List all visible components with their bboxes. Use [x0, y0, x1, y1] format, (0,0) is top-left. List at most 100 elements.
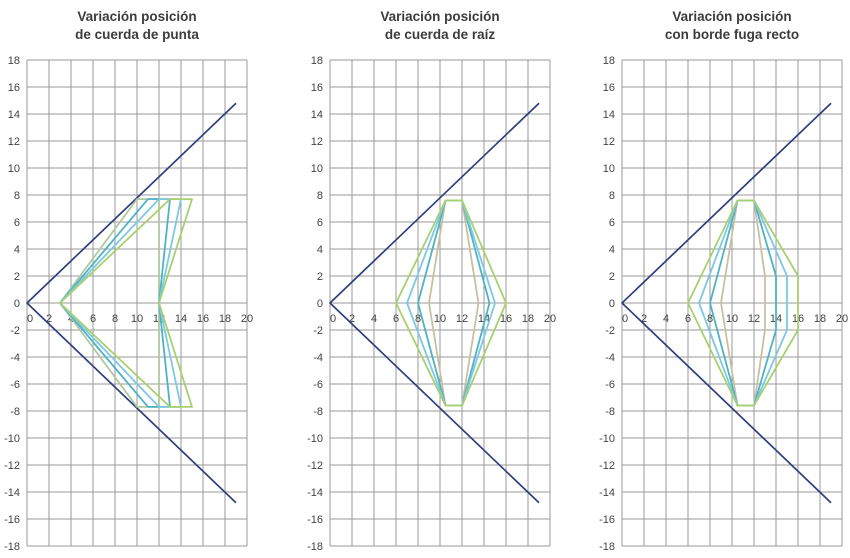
- x-tick-label: 10: [131, 313, 143, 325]
- y-tick-label: -4: [313, 352, 323, 364]
- y-tick-label: 6: [609, 217, 615, 229]
- series-line-3: [698, 199, 788, 407]
- y-tick-label: 6: [14, 217, 20, 229]
- series-line-1: [720, 199, 766, 407]
- x-tick-label: 4: [663, 313, 669, 325]
- y-tick-label: -6: [605, 379, 615, 391]
- x-tick-label: 8: [415, 313, 421, 325]
- series-line-4: [59, 198, 193, 408]
- y-tick-label: 12: [311, 136, 323, 148]
- x-tick-label: 10: [434, 313, 446, 325]
- y-tick-label: -8: [10, 406, 20, 418]
- x-tick-label: 0: [622, 313, 628, 325]
- y-tick-label: 8: [14, 190, 20, 202]
- y-tick-label: -16: [4, 514, 20, 526]
- series-boundary-line: [621, 102, 832, 504]
- y-tick-label: -10: [307, 433, 323, 445]
- x-tick-label: 8: [707, 313, 713, 325]
- y-tick-label: 2: [609, 271, 615, 283]
- x-tick-label: 20: [241, 313, 253, 325]
- chart-title: Variación posición con borde fuga recto: [664, 9, 800, 42]
- y-tick-label: -8: [313, 406, 323, 418]
- x-tick-label: 12: [748, 313, 760, 325]
- chart-title: Variación posición de cuerda de raíz: [380, 9, 500, 42]
- y-tick-label: 10: [8, 163, 20, 175]
- y-tick-label: -4: [605, 352, 615, 364]
- chart-panel-straight-trailing-edge: Variación posición con borde fuga recto …: [567, 0, 850, 558]
- x-tick-label: 2: [641, 313, 647, 325]
- series-line-2: [709, 199, 777, 407]
- y-tick-label: -2: [10, 325, 20, 337]
- y-tick-label: 4: [14, 244, 20, 256]
- y-tick-label: 18: [8, 55, 20, 67]
- y-tick-label: -16: [307, 514, 323, 526]
- y-tick-label: -2: [313, 325, 323, 337]
- x-tick-label: 6: [685, 313, 691, 325]
- y-tick-label: -14: [4, 487, 20, 499]
- chart-panel-root-chord: Variación posición de cuerda de raíz 18 1…: [283, 0, 566, 558]
- y-tick-label: 8: [317, 190, 323, 202]
- x-tick-label: 12: [456, 313, 468, 325]
- y-tick-label: 4: [317, 244, 323, 256]
- y-tick-label: 0: [14, 298, 20, 310]
- y-tick-label: -6: [313, 379, 323, 391]
- x-tick-label: 0: [330, 313, 336, 325]
- y-tick-label: 16: [311, 82, 323, 94]
- y-tick-label: 12: [8, 136, 20, 148]
- x-tick-label: 4: [371, 313, 377, 325]
- y-tick-label: 14: [8, 109, 20, 121]
- y-tick-label: 12: [603, 136, 615, 148]
- y-tick-label: -18: [599, 541, 615, 553]
- y-tick-label: 6: [317, 217, 323, 229]
- x-tick-label: 6: [393, 313, 399, 325]
- chart-title: Variación posición de cuerda de punta: [75, 9, 199, 42]
- y-tick-label: 2: [317, 271, 323, 283]
- y-tick-label: 16: [603, 82, 615, 94]
- y-tick-label: -12: [307, 460, 323, 472]
- y-tick-label: -12: [599, 460, 615, 472]
- y-tick-label: -6: [10, 379, 20, 391]
- y-tick-label: 18: [603, 55, 615, 67]
- y-tick-label: -18: [307, 541, 323, 553]
- x-tick-label: 10: [726, 313, 738, 325]
- y-tick-label: 18: [311, 55, 323, 67]
- y-tick-label: 10: [311, 163, 323, 175]
- grid: [329, 59, 551, 547]
- y-tick-label: -14: [307, 487, 323, 499]
- x-tick-label: 8: [112, 313, 118, 325]
- y-tick-label: 0: [317, 298, 323, 310]
- y-tick-label: -12: [4, 460, 20, 472]
- y-tick-label: 10: [603, 163, 615, 175]
- y-tick-label: -2: [605, 325, 615, 337]
- grid: [26, 59, 248, 547]
- series-line-4: [687, 199, 799, 407]
- x-tick-label: 2: [46, 313, 52, 325]
- series-boundary-line: [26, 102, 237, 504]
- x-tick-label: 20: [544, 313, 556, 325]
- y-tick-label: 8: [609, 190, 615, 202]
- y-tick-label: 14: [311, 109, 323, 121]
- x-tick-label: 16: [197, 313, 209, 325]
- y-tick-label: 2: [14, 271, 20, 283]
- grid: [621, 59, 843, 547]
- x-tick-label: 18: [814, 313, 826, 325]
- y-tick-label: -10: [599, 433, 615, 445]
- x-tick-label: 14: [175, 313, 187, 325]
- x-tick-label: 2: [349, 313, 355, 325]
- chart-panel-tip-chord: Variación posición de cuerda de punta 18…: [0, 0, 283, 558]
- y-tick-label: 14: [603, 109, 615, 121]
- x-tick-label: 6: [90, 313, 96, 325]
- x-tick-label: 14: [478, 313, 490, 325]
- x-tick-label: 20: [836, 313, 848, 325]
- series-boundary-line: [329, 102, 540, 504]
- y-tick-label: 4: [609, 244, 615, 256]
- y-tick-label: 16: [8, 82, 20, 94]
- x-tick-label: 18: [522, 313, 534, 325]
- y-tick-label: -8: [605, 406, 615, 418]
- y-tick-label: -16: [599, 514, 615, 526]
- series-line-4: [395, 199, 507, 407]
- x-tick-label: 18: [219, 313, 231, 325]
- y-tick-label: -18: [4, 541, 20, 553]
